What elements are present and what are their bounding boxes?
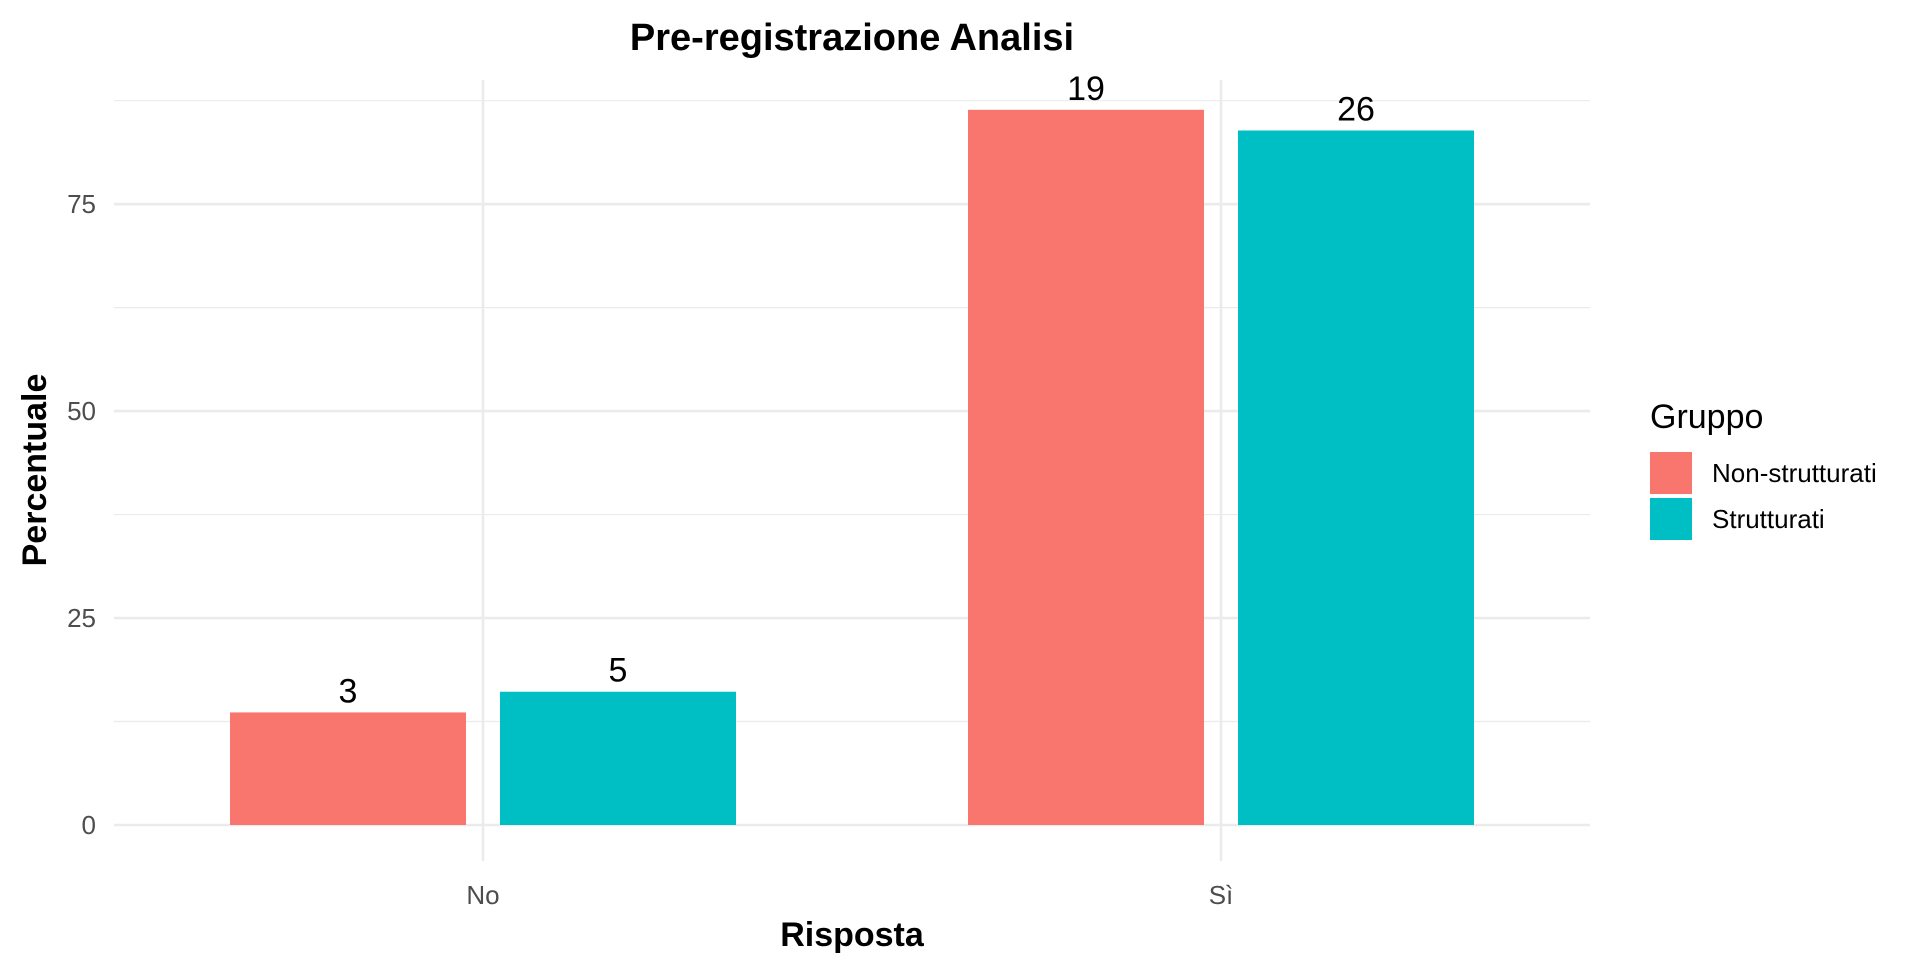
- y-tick-label: 25: [67, 603, 96, 633]
- chart-title: Pre-registrazione Analisi: [630, 17, 1074, 59]
- bar: [230, 712, 466, 825]
- legend-swatch: [1650, 452, 1692, 494]
- data-labels: 3 19 5 26: [339, 70, 1375, 711]
- x-axis-title: Risposta: [780, 916, 925, 954]
- bar: [968, 109, 1204, 826]
- bar-data-label: 19: [1067, 70, 1105, 108]
- bar: [500, 691, 736, 825]
- legend-title: Gruppo: [1650, 398, 1763, 436]
- bar: [1238, 130, 1474, 825]
- y-tick-label: 50: [67, 396, 96, 426]
- legend-label: Non-strutturati: [1712, 458, 1877, 488]
- legend-items: Non-strutturati Strutturati: [1650, 452, 1877, 540]
- y-tick-label: 75: [67, 189, 96, 219]
- bar-data-label: 3: [339, 672, 358, 710]
- legend-label: Strutturati: [1712, 504, 1825, 534]
- legend: Gruppo Non-strutturati Strutturati: [1650, 398, 1877, 540]
- y-tick-label: 0: [82, 810, 96, 840]
- x-tick-label: No: [466, 880, 499, 910]
- legend-swatch: [1650, 498, 1692, 540]
- axes: 0 25 50 75 No Sì: [67, 189, 1233, 910]
- bars: [230, 109, 1474, 826]
- bar-data-label: 5: [609, 652, 628, 690]
- x-tick-label: Sì: [1209, 880, 1234, 910]
- y-axis-title: Percentuale: [16, 374, 54, 567]
- bar-data-label: 26: [1337, 90, 1375, 128]
